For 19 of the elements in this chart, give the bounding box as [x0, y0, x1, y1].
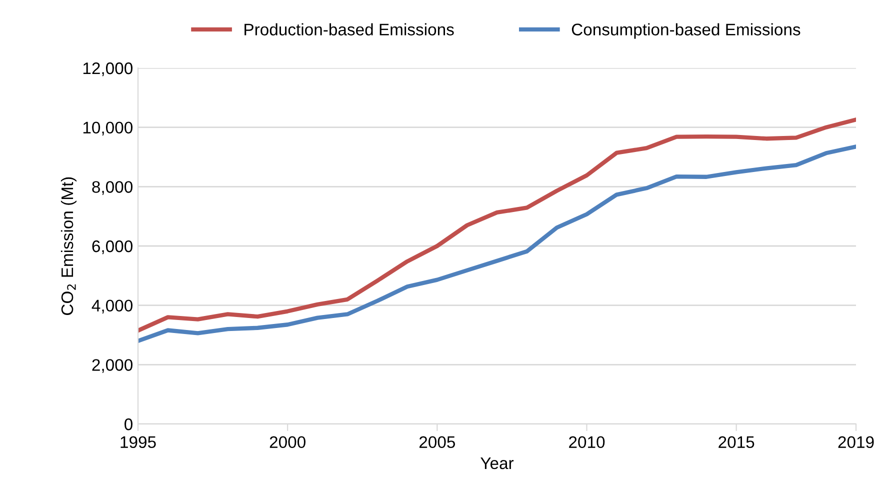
y-tick-label: 6,000	[92, 240, 132, 254]
y-tick-label: 4,000	[92, 300, 132, 314]
legend-label: Consumption-based Emissions	[572, 23, 800, 39]
x-tick-label: 2019	[838, 436, 874, 448]
line-series	[138, 118, 856, 333]
y-axis-title: CO$_{2}$ Emission (Mt)	[60, 177, 76, 315]
legend-label: Production-based Emissions	[244, 23, 454, 36]
y-tick-label: 8,000	[92, 181, 132, 195]
line-series	[138, 144, 856, 344]
x-tick-label: 1995	[120, 436, 156, 448]
x-tick-label: 2010	[569, 436, 605, 448]
y-tick-label: 2,000	[92, 359, 132, 373]
y-tick-label: 0	[124, 418, 132, 430]
x-tick-label: 2000	[270, 436, 306, 448]
x-axis-title: Year	[480, 458, 514, 470]
y-tick-label: 12,000	[83, 62, 132, 76]
y-tick-label: 10,000	[83, 122, 132, 136]
x-tick-label: 2015	[718, 436, 754, 448]
x-tick-label: 2005	[419, 436, 456, 448]
